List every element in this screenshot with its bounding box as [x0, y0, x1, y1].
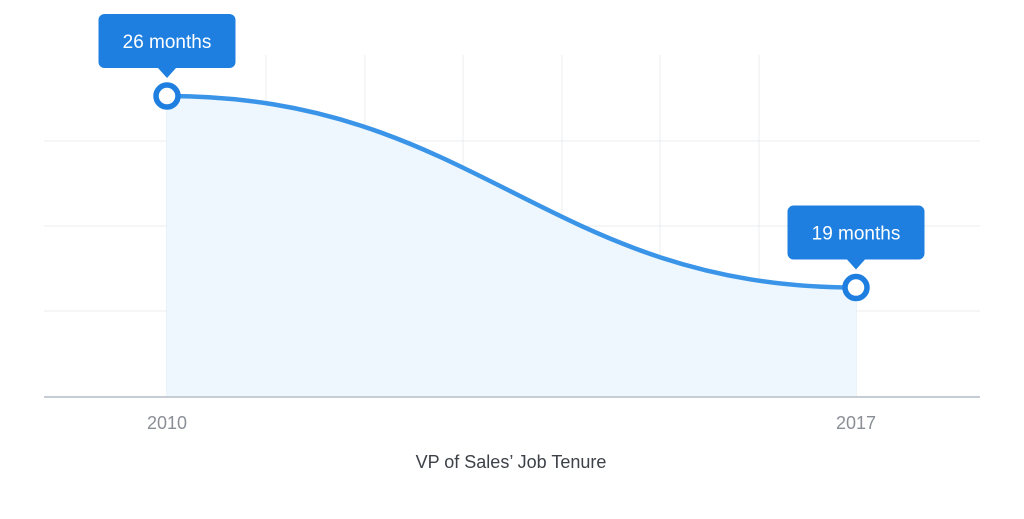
- data-callout: 19 months: [787, 205, 925, 270]
- data-point: [153, 82, 181, 110]
- callout-box: [98, 14, 236, 69]
- data-point: [842, 273, 870, 302]
- data-points: [153, 82, 870, 302]
- callout-box: [787, 205, 925, 260]
- data-callouts: 26 months 19 months: [98, 14, 925, 270]
- callout-label: 19 months: [812, 224, 901, 245]
- x-tick-label: 2010: [147, 413, 187, 433]
- data-callout: 26 months: [98, 14, 236, 79]
- callout-pointer: [158, 68, 176, 79]
- callout-pointer: [847, 259, 865, 270]
- callout-label: 26 months: [123, 32, 212, 53]
- x-tick-label: 2017: [836, 413, 876, 433]
- x-axis-title: VP of Sales’ Job Tenure: [416, 452, 607, 472]
- area-fill: [167, 96, 856, 397]
- series-line: [164, 93, 859, 290]
- x-tick-labels: 2010 2017: [147, 413, 876, 433]
